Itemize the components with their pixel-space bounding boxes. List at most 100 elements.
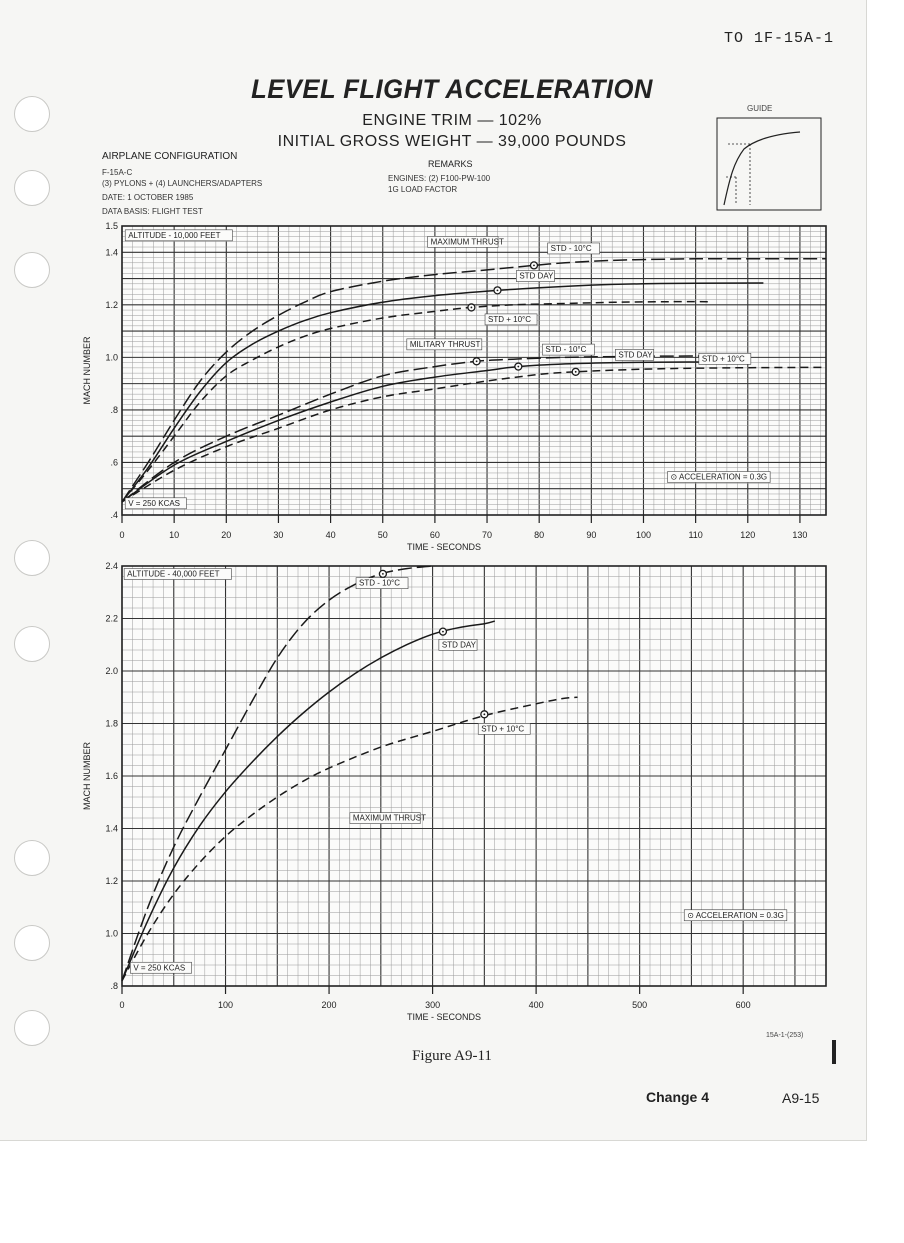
- document-number: TO 1F-15A-1: [723, 30, 834, 47]
- annotation-box: [547, 242, 600, 255]
- series-line: [121, 300, 712, 503]
- remarks-line: ENGINES: (2) F100-PW-100: [388, 174, 491, 183]
- guide-curve: [723, 131, 801, 206]
- annotation-label: ⊙ ACCELERATION = 0.3G: [671, 473, 768, 482]
- annotation-box: [438, 639, 478, 651]
- gross-weight-subtitle: INITIAL GROSS WEIGHT — 39,000 POUNDS: [277, 133, 627, 150]
- configuration-line: DATE: 1 OCTOBER 1985: [102, 193, 194, 202]
- annotation-box: [477, 723, 531, 735]
- x-tick-label: 0: [119, 1000, 124, 1010]
- y-tick-label: 1.5: [105, 221, 118, 231]
- page-number: A9-15: [782, 1090, 820, 1106]
- annotation-label: MAXIMUM THRUST: [431, 237, 504, 246]
- x-tick-label: 20: [221, 530, 231, 540]
- acceleration-marker-dot: [483, 713, 486, 716]
- acceleration-marker-dot: [533, 264, 535, 267]
- y-tick-label: 1.0: [105, 929, 118, 939]
- y-tick-label: 1.8: [105, 719, 118, 729]
- series-line: [121, 282, 764, 503]
- binder-hole: [14, 540, 50, 576]
- x-tick-label: 80: [534, 530, 544, 540]
- binder-hole: [14, 925, 50, 961]
- x-tick-label: 100: [218, 1000, 233, 1010]
- guide-label: GUIDE: [747, 104, 773, 113]
- y-tick-label: 1.2: [105, 300, 118, 310]
- annotation-label: ALTITUDE - 40,000 FEET: [127, 570, 219, 579]
- x-tick-label: 90: [586, 530, 596, 540]
- annotation-label: STD DAY: [442, 640, 477, 649]
- y-tick-label: 1.6: [105, 771, 118, 781]
- plot-frame: [121, 565, 827, 987]
- x-axis-label: TIME - SECONDS: [407, 1012, 481, 1022]
- acceleration-marker-dot: [442, 630, 444, 633]
- annotation-box: [124, 229, 233, 242]
- configuration-line: (3) PYLONS + (4) LAUNCHERS/ADAPTERS: [102, 179, 263, 188]
- page-title: LEVEL FLIGHT ACCELERATION: [251, 74, 653, 104]
- annotation-box: [406, 338, 483, 351]
- acceleration-marker-dot: [517, 365, 520, 368]
- plot-area: [122, 226, 826, 515]
- plot-frame: [121, 225, 827, 516]
- x-tick-label: 30: [273, 530, 283, 540]
- annotation-label: STD - 10°C: [551, 244, 592, 253]
- x-tick-label: 600: [736, 1000, 751, 1010]
- x-tick-label: 400: [529, 1000, 544, 1010]
- annotation-box: [542, 343, 595, 356]
- annotation-box: [349, 812, 421, 824]
- series-line: [121, 696, 578, 982]
- annotation-label: STD DAY: [519, 272, 554, 281]
- configuration-line: F-15A-C: [102, 168, 133, 177]
- series-line: [121, 257, 826, 503]
- x-tick-label: 500: [632, 1000, 647, 1010]
- annotation-box: [427, 236, 499, 248]
- y-axis-label: MACH NUMBER: [82, 336, 92, 405]
- annotation-box: [698, 353, 752, 365]
- annotation-label: MILITARY THRUST: [410, 340, 481, 349]
- y-tick-label: 2.2: [105, 614, 118, 624]
- series-line: [121, 361, 722, 503]
- y-tick-label: 2.0: [105, 666, 118, 676]
- annotation-label: STD + 10°C: [481, 724, 524, 733]
- x-tick-label: 200: [322, 1000, 337, 1010]
- acceleration-marker-dot: [574, 370, 577, 373]
- x-tick-label: 130: [792, 530, 807, 540]
- change-bar: [832, 1040, 836, 1064]
- x-tick-label: 300: [425, 1000, 440, 1010]
- y-tick-label: .4: [110, 510, 118, 520]
- binder-hole: [14, 1010, 50, 1046]
- illustration-code: 15A-1-(253): [766, 1032, 804, 1039]
- change-number: Change 4: [646, 1089, 710, 1105]
- remarks-heading: REMARKS: [428, 159, 473, 169]
- annotation-label: STD - 10°C: [359, 579, 400, 588]
- acceleration-marker-dot: [475, 360, 478, 363]
- annotation-label: MAXIMUM THRUST: [353, 814, 426, 823]
- series-line: [121, 355, 722, 503]
- binder-hole: [14, 170, 50, 206]
- x-tick-label: 40: [326, 530, 336, 540]
- x-tick-label: 100: [636, 530, 651, 540]
- annotation-label: ⊙ ACCELERATION = 0.3G: [687, 911, 784, 920]
- y-tick-label: 1.2: [105, 876, 118, 886]
- x-tick-label: 0: [119, 530, 124, 540]
- annotation-box: [124, 497, 187, 510]
- annotation-label: V = 250 KCAS: [128, 499, 180, 508]
- guide-inset: [716, 117, 822, 211]
- binder-hole: [14, 252, 50, 288]
- acceleration-marker-dot: [470, 306, 473, 309]
- acceleration-marker-dot: [496, 289, 499, 292]
- annotation-box: [130, 961, 192, 974]
- annotation-label: STD - 10°C: [545, 345, 586, 354]
- configuration-heading: AIRPLANE CONFIGURATION: [102, 151, 238, 162]
- series-line: [121, 366, 827, 503]
- binder-hole: [14, 840, 50, 876]
- acceleration-marker-dot: [381, 572, 384, 575]
- y-tick-label: 1.0: [105, 352, 118, 362]
- annotation-box: [615, 349, 654, 361]
- annotation-label: V = 250 KCAS: [133, 963, 185, 972]
- y-tick-label: 1.4: [105, 824, 118, 834]
- annotation-box: [516, 270, 555, 282]
- annotation-label: ALTITUDE - 10,000 FEET: [128, 231, 220, 240]
- remarks-line: 1G LOAD FACTOR: [388, 185, 458, 194]
- y-tick-label: 1.4: [105, 247, 118, 257]
- y-tick-label: 2.4: [105, 561, 118, 571]
